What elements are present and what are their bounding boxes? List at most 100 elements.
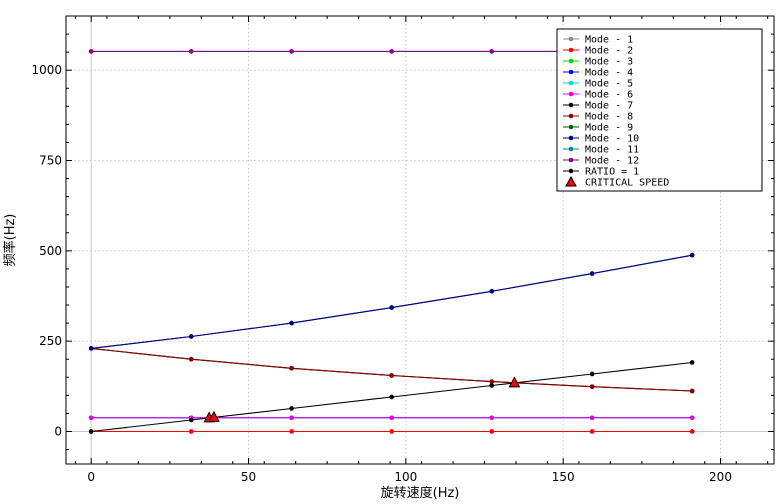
series-10 bbox=[88, 252, 695, 351]
legend-label: Mode - 10 bbox=[585, 134, 639, 145]
series-point bbox=[489, 379, 495, 384]
legend-entry: Mode - 7 bbox=[563, 101, 633, 112]
legend-label: RATIO = 1 bbox=[585, 167, 639, 178]
series-point bbox=[489, 429, 495, 434]
legend-label: Mode - 3 bbox=[585, 57, 633, 68]
series-point bbox=[689, 415, 695, 421]
series-point bbox=[289, 320, 294, 326]
legend-marker bbox=[568, 102, 574, 108]
x-tick-label: 0 bbox=[87, 470, 95, 484]
y-axis-label: 频率(Hz) bbox=[2, 214, 18, 267]
grid bbox=[66, 16, 774, 464]
series-point bbox=[689, 360, 695, 365]
plot-frame bbox=[65, 15, 775, 465]
legend-label: Mode - 5 bbox=[585, 79, 633, 90]
series-point bbox=[389, 415, 394, 421]
legend-entry: Mode - 3 bbox=[563, 57, 633, 68]
critical-speed-markers bbox=[203, 376, 521, 423]
series-point bbox=[389, 373, 394, 378]
series-point bbox=[188, 417, 194, 423]
legend-box bbox=[556, 28, 763, 192]
legend-marker bbox=[568, 135, 574, 141]
series-point bbox=[589, 371, 595, 377]
legend-entry: CRITICAL SPEED bbox=[565, 175, 669, 189]
series-point bbox=[188, 49, 194, 54]
legend-entry: Mode - 9 bbox=[563, 123, 633, 134]
legend-marker bbox=[568, 69, 574, 75]
legend-label: Mode - 2 bbox=[585, 46, 633, 57]
legend-label: Mode - 4 bbox=[585, 68, 633, 79]
legend-marker bbox=[568, 124, 574, 130]
series-point bbox=[589, 429, 595, 434]
series-point bbox=[289, 415, 294, 421]
legend-marker bbox=[568, 80, 574, 86]
legend-marker bbox=[568, 91, 574, 97]
series-point bbox=[489, 49, 495, 54]
legend-entry: Mode - 4 bbox=[563, 68, 633, 79]
legend-entry: Mode - 12 bbox=[563, 156, 639, 167]
x-tick-label: 50 bbox=[241, 470, 256, 484]
series-point bbox=[188, 429, 194, 434]
series-point bbox=[389, 394, 394, 400]
legend-label: Mode - 1 bbox=[585, 35, 633, 46]
series-point bbox=[88, 429, 94, 434]
legend-marker bbox=[568, 36, 574, 42]
series-point bbox=[589, 415, 595, 421]
legend-entry: Mode - 1 bbox=[563, 35, 633, 46]
legend-label: CRITICAL SPEED bbox=[585, 178, 669, 189]
legend-label: Mode - 8 bbox=[585, 112, 633, 123]
critical-speed-marker bbox=[508, 376, 521, 388]
legend-marker bbox=[568, 146, 574, 152]
x-tick-label: 150 bbox=[552, 470, 575, 484]
legend-label: Mode - 12 bbox=[585, 156, 639, 167]
series-point bbox=[188, 334, 194, 339]
series-point bbox=[689, 388, 695, 394]
legend-entry: RATIO = 1 bbox=[563, 167, 639, 178]
legend-label: Mode - 6 bbox=[585, 90, 633, 101]
legend-label: Mode - 11 bbox=[585, 145, 639, 156]
x-tick-label: 200 bbox=[709, 470, 732, 484]
series-point bbox=[289, 365, 294, 371]
series-point bbox=[489, 415, 495, 421]
series-point bbox=[188, 356, 194, 362]
series-point bbox=[389, 49, 394, 54]
series-point bbox=[389, 305, 394, 310]
x-axis-label: 旋转速度(Hz) bbox=[381, 485, 460, 501]
ticks: 0 50 100 150 200 0 250 500 750 1000 bbox=[31, 16, 774, 484]
series-point bbox=[389, 429, 394, 434]
series-13 bbox=[88, 360, 695, 434]
legend-marker bbox=[568, 168, 574, 174]
legend-entry: Mode - 5 bbox=[563, 79, 633, 90]
series-point bbox=[489, 383, 495, 388]
series-point bbox=[88, 49, 94, 54]
legend-label: Mode - 7 bbox=[585, 101, 633, 112]
legend-marker bbox=[568, 47, 574, 53]
y-tick-label: 500 bbox=[39, 244, 62, 258]
series-point bbox=[289, 429, 294, 434]
series-point bbox=[689, 252, 695, 258]
legend-entry: Mode - 10 bbox=[563, 134, 639, 145]
series-point bbox=[589, 384, 595, 389]
series-point bbox=[589, 271, 595, 276]
legend-entry: Mode - 8 bbox=[563, 112, 633, 123]
y-tick-label: 250 bbox=[39, 334, 62, 348]
legend-marker bbox=[565, 175, 577, 187]
legend-marker bbox=[568, 58, 574, 64]
series-point bbox=[489, 289, 495, 294]
y-tick-label: 750 bbox=[39, 154, 62, 168]
legend-label: Mode - 9 bbox=[585, 123, 633, 134]
legend-marker bbox=[568, 157, 574, 163]
x-tick-label: 100 bbox=[394, 470, 417, 484]
y-tick-label: 0 bbox=[54, 424, 62, 438]
series-point bbox=[88, 346, 94, 351]
legend-entry: Mode - 2 bbox=[563, 46, 633, 57]
legend-entry: Mode - 11 bbox=[563, 145, 639, 156]
y-tick-label: 1000 bbox=[31, 63, 62, 77]
legend-marker bbox=[568, 113, 574, 119]
series-point bbox=[289, 49, 294, 54]
critical-speed-marker bbox=[208, 410, 220, 422]
series-point bbox=[689, 429, 695, 434]
series-point bbox=[88, 415, 94, 421]
